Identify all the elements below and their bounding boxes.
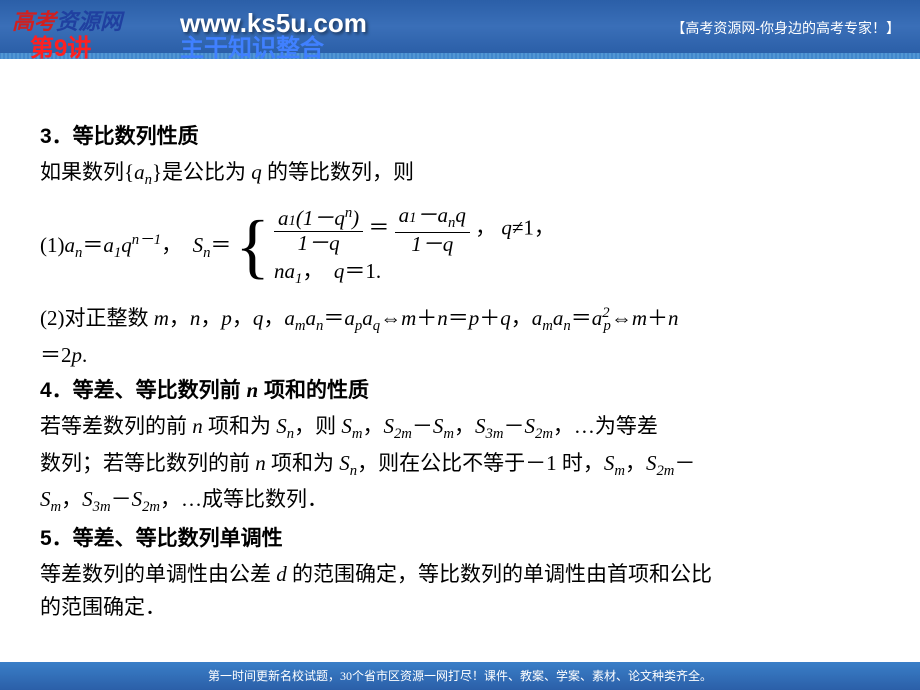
heading-3: 3．等比数列性质 xyxy=(40,120,890,154)
slide-footer: 第一时间更新名校试题，30个省市区资源一网打尽！课件、教案、学案、素材、论文种类… xyxy=(0,662,920,690)
p5-text: 等差数列的单调性由公差 d 的范围确定，等比数列的单调性由首项和公比的范围确定． xyxy=(40,558,890,625)
p3-intro: 如果数列{an}是公比为 q 的等比数列，则 xyxy=(40,156,890,193)
p4-text: 若等差数列的前 n 项和为 Sn，则 Sm，S2m－Sm，S3m－S2m，…为等… xyxy=(40,410,890,520)
section-title: 主干知识整合 xyxy=(180,28,324,63)
p3-2: (2)对正整数 m，n，p，q，aman＝apaq⇔m＋n＝p＋q，aman＝a… xyxy=(40,302,890,372)
slide-content: 3．等比数列性质 如果数列{an}是公比为 q 的等比数列，则 (1)an＝a1… xyxy=(0,55,920,625)
lecture-number: 第9讲 xyxy=(30,28,91,63)
formula-prefix: (1)an＝a1qn－1， Sn＝ xyxy=(40,229,231,266)
slide-header: 高考资源网 www.ks5u.com 【高考资源网-你身边的高考专家！】 xyxy=(0,0,920,55)
left-brace: { xyxy=(235,218,270,276)
case-1: a1(1－qn)1－q ＝ a1－anq1－q ， q≠1， xyxy=(274,204,555,255)
heading-5: 5．等差、等比数列单调性 xyxy=(40,522,890,556)
header-tagline: 【高考资源网-你身边的高考专家！】 xyxy=(671,18,900,38)
cases-block: a1(1－qn)1－q ＝ a1－anq1－q ， q≠1， na1， q＝1. xyxy=(274,204,555,290)
case-2: na1， q＝1. xyxy=(274,256,555,290)
heading-4: 4．等差、等比数列前 n 项和的性质 xyxy=(40,374,890,408)
formula-block-1: (1)an＝a1qn－1， Sn＝ { a1(1－qn)1－q ＝ a1－anq… xyxy=(40,204,890,290)
